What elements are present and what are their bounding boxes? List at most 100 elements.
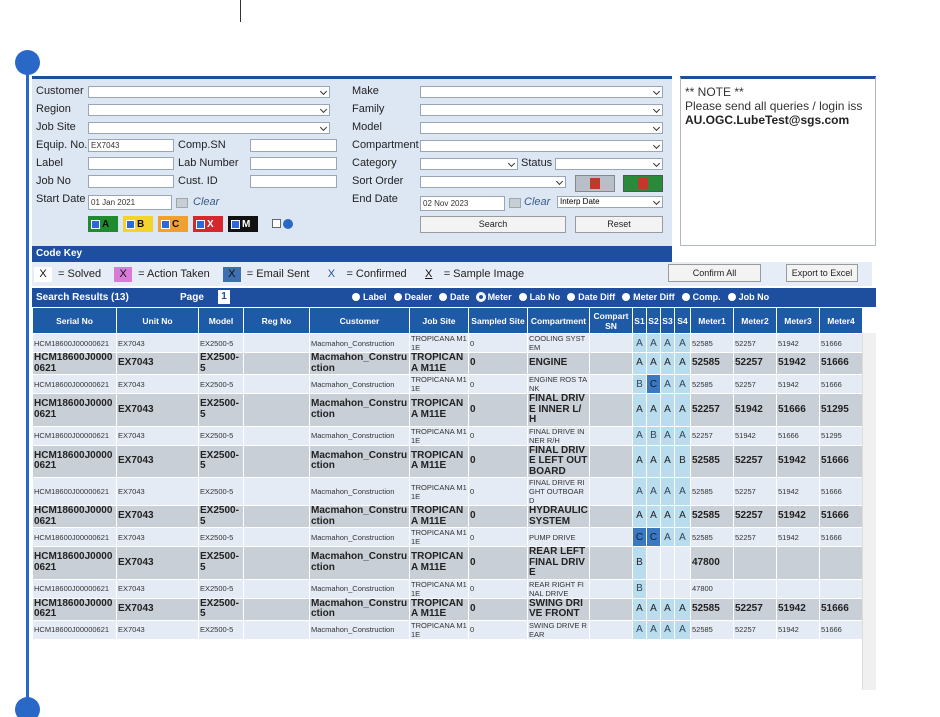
- make-select[interactable]: [420, 86, 663, 98]
- result-row[interactable]: HCM18600J00000621 EX7043 EX2500-5 Macmahon_…: [32, 477, 863, 506]
- radio-dot[interactable]: [393, 293, 402, 301]
- cell: [776, 578, 820, 599]
- sort-descending-button[interactable]: [623, 175, 663, 192]
- result-row[interactable]: HCM18600J00000621 EX7043 EX2500-5 Macmahon_…: [32, 425, 863, 446]
- lab-number-input[interactable]: [250, 157, 337, 170]
- cell: A: [674, 425, 691, 446]
- sort-radio[interactable]: Date: [439, 292, 470, 302]
- scrollbar[interactable]: [862, 333, 876, 690]
- radio-dot[interactable]: [518, 293, 527, 301]
- grade-filter[interactable]: M: [228, 216, 258, 232]
- column-header[interactable]: Compartment: [527, 307, 590, 334]
- radio-dot[interactable]: [475, 292, 486, 302]
- column-header[interactable]: S1: [632, 307, 647, 334]
- column-header[interactable]: Meter3: [776, 307, 820, 334]
- search-button[interactable]: Search: [420, 216, 566, 233]
- compartment-select[interactable]: [420, 140, 663, 152]
- column-header[interactable]: S2: [646, 307, 661, 334]
- column-header[interactable]: Sampled Site: [468, 307, 528, 334]
- category-select[interactable]: [420, 158, 518, 170]
- sort-radio[interactable]: Meter Diff: [622, 292, 675, 302]
- customer-select[interactable]: [88, 86, 330, 98]
- sort-order-select[interactable]: [420, 176, 566, 188]
- result-row[interactable]: HCM18600J00000621 EX7043 EX2500-5 Macmahon_…: [32, 578, 863, 599]
- result-row[interactable]: HCM18600J00000621 EX7043 EX2500-5 Macmahon_…: [32, 393, 863, 427]
- reset-button[interactable]: Reset: [575, 216, 663, 233]
- sort-radio[interactable]: Label: [352, 292, 387, 302]
- grade-filter[interactable]: X: [193, 216, 223, 232]
- column-header[interactable]: Job Site: [409, 307, 469, 334]
- result-row[interactable]: HCM18600J00000621 EX7043 EX2500-5 Macmahon_…: [32, 352, 863, 375]
- cell: Macmahon_Construction: [309, 352, 410, 375]
- radio-label: Label: [363, 292, 387, 302]
- result-row[interactable]: HCM18600J00000621 EX7043 EX2500-5 Macmahon_…: [32, 505, 863, 528]
- cust-id-input[interactable]: [250, 175, 337, 188]
- column-header[interactable]: Serial No: [32, 307, 117, 334]
- result-row[interactable]: HCM18600J00000621 EX7043 EX2500-5 Macmahon_…: [32, 619, 863, 640]
- cell: [660, 546, 675, 580]
- status-select[interactable]: [555, 158, 663, 170]
- checkbox[interactable]: [272, 219, 281, 228]
- checkbox[interactable]: [231, 219, 240, 229]
- job-no-input[interactable]: [88, 175, 174, 188]
- job-site-select[interactable]: [88, 122, 330, 134]
- checkbox[interactable]: [196, 219, 205, 229]
- page-number[interactable]: 1: [218, 290, 230, 304]
- model-select[interactable]: [420, 122, 663, 134]
- calendar-icon[interactable]: [176, 198, 188, 208]
- end-date-input[interactable]: 02 Nov 2023: [420, 196, 505, 211]
- result-row[interactable]: HCM18600J00000621 EX7043 EX2500-5 Macmahon_…: [32, 374, 863, 394]
- cell: A: [674, 527, 691, 547]
- region-select[interactable]: [88, 104, 330, 116]
- interp-select[interactable]: Interp Date: [557, 196, 663, 208]
- comp-sn-input[interactable]: [250, 139, 337, 152]
- column-header[interactable]: Meter2: [733, 307, 777, 334]
- column-header[interactable]: S3: [660, 307, 675, 334]
- checkbox[interactable]: [161, 219, 170, 229]
- result-row[interactable]: HCM18600J00000621 EX7043 EX2500-5 Macmahon_…: [32, 597, 863, 621]
- start-date-input[interactable]: 01 Jan 2021: [88, 195, 172, 210]
- export-button[interactable]: Export to Excel: [786, 264, 858, 282]
- radio-dot[interactable]: [567, 293, 576, 301]
- clear-link[interactable]: Clear: [193, 196, 220, 208]
- radio-dot[interactable]: [681, 293, 690, 301]
- cell: TROPICANA M11E: [409, 527, 469, 547]
- sort-radio[interactable]: Lab No: [518, 292, 560, 302]
- radio-label: Date: [450, 292, 470, 302]
- column-header[interactable]: S4: [674, 307, 691, 334]
- sort-radio[interactable]: Job No: [727, 292, 769, 302]
- info-icon[interactable]: [283, 219, 293, 229]
- radio-dot[interactable]: [622, 293, 631, 301]
- radio-dot[interactable]: [439, 293, 448, 301]
- radio-dot[interactable]: [352, 293, 360, 301]
- result-row[interactable]: HCM18600J00000621 EX7043 EX2500-5 Macmahon_…: [32, 546, 863, 580]
- label-input[interactable]: [88, 157, 174, 170]
- family-select[interactable]: [420, 104, 663, 116]
- column-header[interactable]: Compart SN: [589, 307, 633, 334]
- clear-link[interactable]: Clear: [524, 196, 551, 208]
- sort-radio[interactable]: Meter: [475, 292, 512, 302]
- calendar-icon[interactable]: [509, 198, 521, 208]
- sort-radio[interactable]: Date Diff: [567, 292, 615, 302]
- radio-dot[interactable]: [727, 293, 736, 301]
- sort-radio[interactable]: Dealer: [393, 292, 432, 302]
- column-header[interactable]: Customer: [309, 307, 410, 334]
- column-header[interactable]: Unit No: [116, 307, 199, 334]
- grade-filter[interactable]: C: [158, 216, 188, 232]
- confirm-all-button[interactable]: Confirm All: [668, 264, 761, 282]
- cell: ENGINE: [527, 352, 590, 375]
- grade-filter[interactable]: B: [123, 216, 153, 232]
- sort-ascending-button[interactable]: [575, 175, 615, 192]
- grade-filter[interactable]: A: [88, 216, 118, 232]
- result-row[interactable]: HCM18600J00000621 EX7043 EX2500-5 Macmahon_…: [32, 527, 863, 547]
- column-header[interactable]: Reg No: [243, 307, 310, 334]
- equip-no-input[interactable]: EX7043: [88, 139, 174, 152]
- result-row[interactable]: HCM18600J00000621 EX7043 EX2500-5 Macmahon_…: [32, 333, 863, 353]
- result-row[interactable]: HCM18600J00000621 EX7043 EX2500-5 Macmahon_…: [32, 444, 863, 478]
- checkbox[interactable]: [126, 219, 135, 229]
- sort-radio[interactable]: Comp.: [681, 292, 721, 302]
- checkbox[interactable]: [91, 219, 100, 229]
- column-header[interactable]: Model: [198, 307, 244, 334]
- column-header[interactable]: Meter1: [690, 307, 734, 334]
- column-header[interactable]: Meter4: [819, 307, 863, 334]
